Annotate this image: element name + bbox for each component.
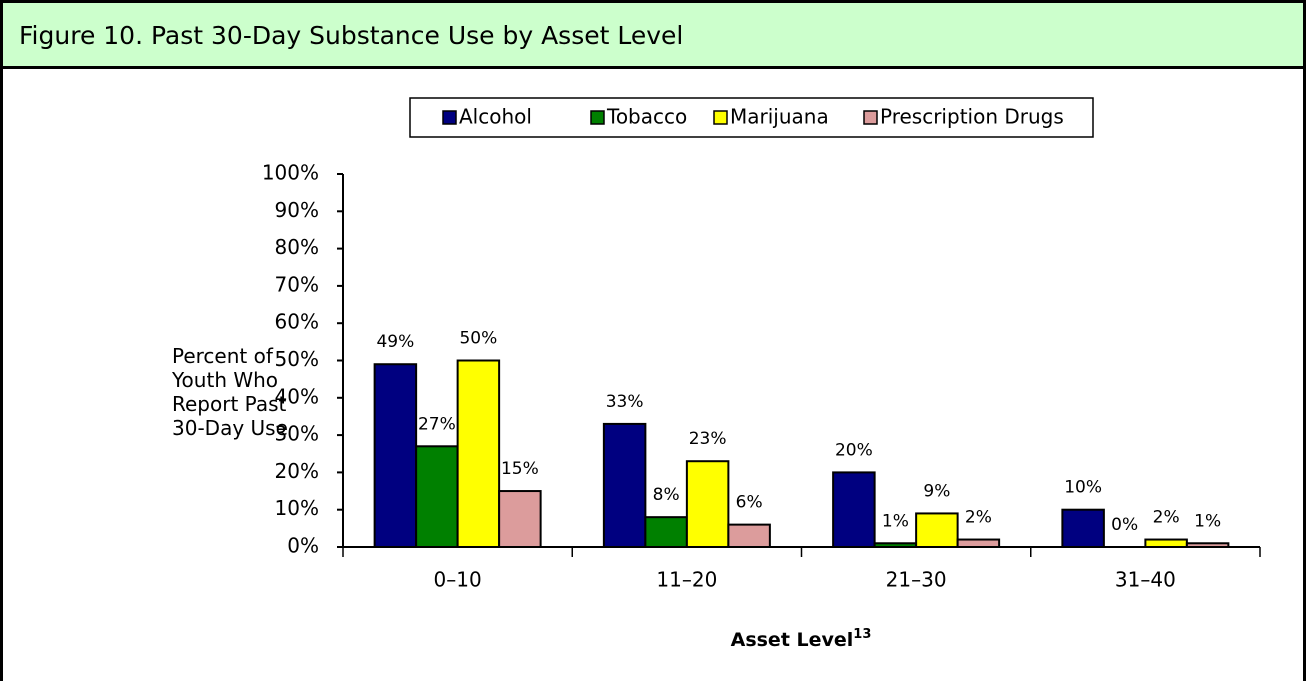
y-tick-label: 90%: [275, 198, 319, 222]
data-label: 9%: [923, 481, 950, 501]
y-tick-label: 80%: [275, 235, 319, 259]
bar: [873, 542, 918, 549]
legend-label: Alcohol: [459, 105, 532, 129]
legend-swatch: [442, 110, 457, 125]
data-label: 50%: [459, 329, 497, 349]
data-label: 0%: [1111, 515, 1138, 535]
bar: [602, 422, 647, 548]
legend-label: Marijuana: [730, 105, 829, 129]
bar: [373, 363, 418, 549]
data-label: 27%: [418, 414, 456, 434]
x-tick-label: 0–10: [434, 568, 482, 592]
data-label: 20%: [835, 440, 873, 460]
bar: [498, 490, 542, 548]
x-axis-label-note: 13: [853, 627, 871, 642]
y-tick-label: 20%: [275, 459, 319, 483]
bar: [1061, 508, 1105, 549]
bar: [915, 512, 959, 548]
data-label: 8%: [653, 485, 680, 505]
data-label: 10%: [1064, 478, 1102, 498]
x-tick-label: 21–30: [886, 568, 947, 592]
y-tick-label: 50%: [275, 347, 319, 371]
bar: [1144, 538, 1188, 548]
data-label: 23%: [689, 429, 727, 449]
x-tick-label: 11–20: [656, 568, 717, 592]
legend-label: Tobacco: [606, 105, 687, 129]
y-tick-label: 60%: [275, 310, 319, 334]
x-tick-label: 31–40: [1115, 568, 1176, 592]
legend-box: [409, 97, 1094, 138]
bar: [956, 538, 1001, 548]
data-label: 1%: [882, 511, 909, 531]
data-label: 33%: [606, 392, 644, 412]
bar: [415, 445, 459, 549]
y-tick-label: 0%: [287, 534, 319, 558]
y-tick-label: 40%: [275, 384, 319, 408]
y-axis-label: Percent of Youth Who Report Past 30-Day …: [172, 344, 288, 440]
bar: [456, 359, 501, 548]
legend-swatch: [863, 110, 878, 125]
y-tick-label: 30%: [275, 422, 319, 446]
figure-title: Figure 10. Past 30-Day Substance Use by …: [3, 3, 1303, 69]
x-axis-label-text: Asset Level: [731, 629, 854, 651]
y-tick-label: 10%: [275, 496, 319, 520]
data-label: 15%: [501, 459, 539, 479]
legend-swatch: [713, 110, 728, 125]
bar: [644, 516, 688, 548]
bar: [685, 460, 730, 548]
bar: [1185, 542, 1230, 549]
data-label: 1%: [1194, 511, 1221, 531]
data-label: 6%: [736, 493, 763, 513]
y-tick-label: 70%: [275, 272, 319, 296]
data-label: 2%: [1153, 508, 1180, 528]
data-label: 2%: [965, 508, 992, 528]
x-axis-label: Asset Level13: [731, 627, 872, 651]
data-label: 49%: [376, 332, 414, 352]
legend-label: Prescription Drugs: [880, 105, 1064, 129]
legend-swatch: [590, 110, 605, 125]
bar: [832, 471, 876, 548]
y-tick-label: 100%: [262, 161, 319, 185]
bar: [727, 523, 771, 548]
